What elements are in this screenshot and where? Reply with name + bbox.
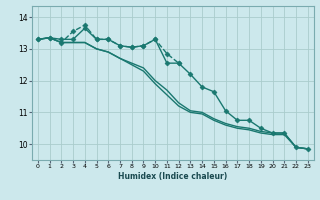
X-axis label: Humidex (Indice chaleur): Humidex (Indice chaleur) [118, 172, 228, 181]
